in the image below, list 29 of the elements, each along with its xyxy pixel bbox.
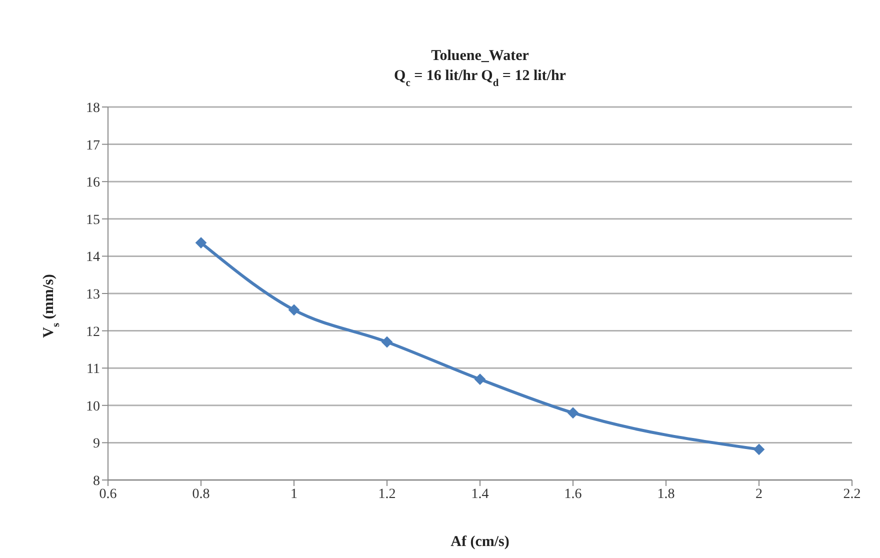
y-tick-label: 18 [86,100,100,116]
chart-title: Toluene_Water [431,48,530,64]
x-tick-label: 1.2 [378,486,396,502]
y-tick-label: 16 [86,176,100,191]
point [754,444,764,455]
y-tick-label: 10 [86,399,100,414]
point [474,374,486,385]
y-tick-label: 17 [86,138,100,154]
chart-subtitle: Q$_{c}$ = 16 lit/hr Q$_{d}$ = 12 lit/hr [394,68,566,88]
point [288,304,300,316]
x-axis-title: Af (cm/s) [450,534,510,550]
point [568,407,578,418]
y-tick-label: 15 [86,212,100,228]
y-tick-label: 13 [86,287,100,302]
point [196,237,206,248]
x-tick-label: 1.4 [471,486,489,502]
y-tick-label: 14 [86,250,100,266]
y-tick-label: 11 [86,362,100,378]
x-tick-label: 2.2 [843,486,861,502]
x-tick-label: 1 [290,486,298,502]
x-tick-label: 1.8 [657,486,675,502]
y-tick-label: 8 [93,474,100,489]
y-tick-label: 12 [86,324,100,340]
x-tick-label: 1.6 [564,486,582,502]
x-tick-label: 0.6 [99,486,117,502]
x-tick-label: 0.8 [192,486,210,502]
y-tick-label: 9 [93,436,100,452]
x-tick-label: 2 [756,486,762,502]
point [382,336,392,348]
